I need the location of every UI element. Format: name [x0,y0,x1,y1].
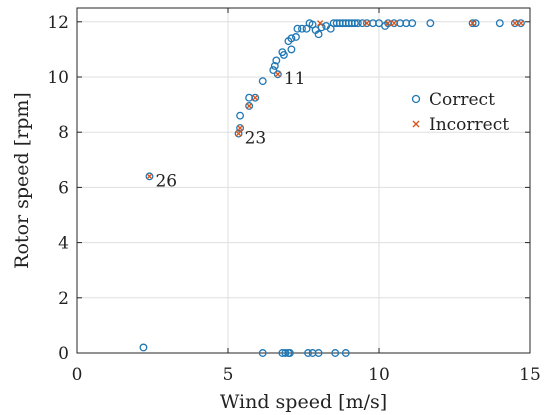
point-incorrect [274,71,281,78]
axis-ticks: 0 5 10 15 0 2 4 6 8 10 12 [47,8,541,385]
point-correct [287,45,296,54]
point-correct [304,349,312,357]
annotations: 26 23 11 [155,69,305,191]
plot-frame [76,7,531,354]
annotation-label: 11 [284,69,306,89]
point-correct [251,93,260,102]
point-correct [292,33,300,41]
x-tick-label: 0 [72,365,83,385]
y-tick-label: 2 [58,289,69,309]
point-correct [245,102,254,110]
y-tick-label: 12 [47,13,69,33]
point-correct [258,77,267,86]
point-correct [293,24,302,33]
point-incorrect [391,20,398,27]
legend-marker-correct [411,94,421,104]
x-axis-label: Wind speed [m/s] [220,391,387,413]
point-incorrect [511,20,518,27]
point-incorrect [363,20,370,27]
point-incorrect [246,102,253,110]
point-correct [495,19,504,28]
legend: Correct Incorrect [411,90,509,135]
point-correct [314,349,323,357]
point-correct [281,349,290,357]
point-correct [279,50,288,59]
legend-label-correct: Correct [429,90,495,110]
point-correct [516,19,525,28]
point-correct [285,349,294,357]
point-correct [145,172,154,181]
legend-label-incorrect: Incorrect [429,115,509,135]
point-correct [273,70,282,79]
point-correct [468,19,477,28]
y-axis-label: Rotor speed [rpm] [11,92,33,269]
x-tick-label: 15 [519,365,541,385]
point-correct [287,34,296,43]
series-correct [139,19,525,357]
point-incorrect [517,20,524,27]
point-correct [139,343,148,352]
point-correct [358,19,367,28]
x-tick-label: 10 [368,365,390,385]
point-correct [408,19,417,28]
point-correct [236,111,245,120]
legend-marker-incorrect [412,120,420,128]
point-incorrect [252,94,259,101]
point-correct [331,349,340,357]
point-correct [298,24,306,33]
y-tick-label: 4 [58,234,69,254]
point-correct [426,19,435,28]
annotation-label: 26 [155,171,177,191]
point-correct [258,349,267,357]
y-tick-label: 10 [47,68,69,88]
point-incorrect [235,130,242,137]
y-tick-label: 0 [58,344,69,364]
point-correct [269,66,278,75]
point-correct [353,19,362,28]
point-correct [270,62,279,70]
point-correct [350,19,359,28]
plot-background [77,8,530,353]
grid [77,8,530,353]
point-incorrect [469,20,476,27]
point-correct [272,56,281,65]
point-incorrect [237,125,244,132]
y-tick-label: 8 [58,123,69,143]
series-incorrect [146,20,524,180]
point-incorrect [317,20,324,27]
x-tick-label: 5 [223,365,234,385]
point-correct [314,30,323,39]
point-correct [341,349,350,357]
point-incorrect [146,173,153,180]
point-incorrect [385,20,392,27]
y-tick-label: 6 [58,178,69,198]
annotation-label: 23 [245,129,267,149]
legend-x-mark [412,120,420,128]
